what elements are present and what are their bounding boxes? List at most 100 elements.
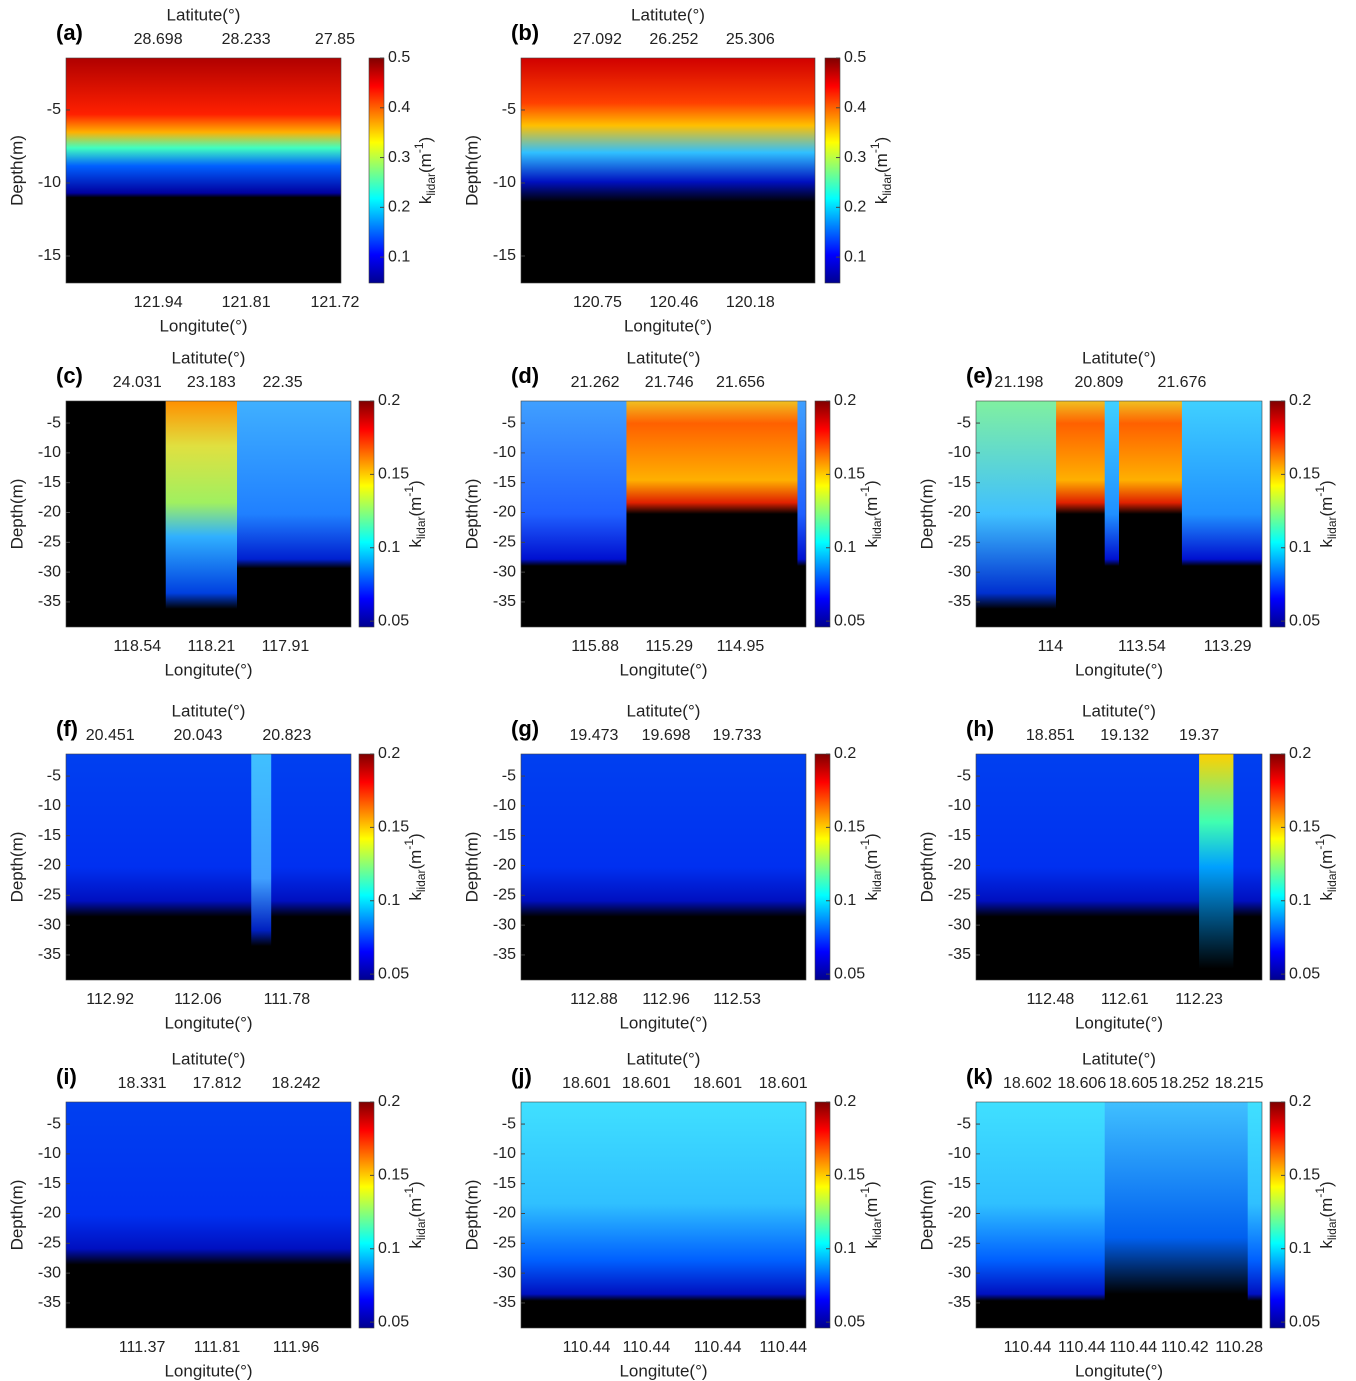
colorbar-label-part: ) (416, 137, 435, 143)
colorbar-tick-label: 0.1 (1289, 539, 1311, 556)
colorbar-label-part: lidar (880, 173, 894, 196)
colorbar-label-part: k (406, 1240, 425, 1249)
colorbar-tick-label: 0.1 (388, 248, 410, 265)
y-tick-label: -15 (493, 1175, 516, 1192)
panel-label: (i) (56, 1064, 77, 1089)
y-tick-label: -5 (957, 1115, 971, 1132)
y-tick-label: -15 (38, 1175, 61, 1192)
y-axis-label: Depth(m) (7, 479, 26, 550)
y-tick-label: -20 (493, 857, 516, 874)
colorbar-label-part: (m (862, 1198, 881, 1218)
top-tick-label: 18.601 (693, 1075, 742, 1092)
y-tick-label: -35 (493, 593, 516, 610)
y-tick-label: -35 (948, 593, 971, 610)
colorbar-label-part: ) (862, 480, 881, 486)
colorbar-label-part: k (1317, 892, 1336, 901)
panel: -5 -10 -15 -20 -25 -30 -35 21.198 20.809 21.676 11… (917, 348, 1339, 679)
panel: -5 -10 -15 -20 -25 -30 -35 18.851 19.132 19.37 112… (917, 701, 1339, 1032)
top-tick-label: 22.35 (263, 374, 303, 391)
y-tick-label: -35 (38, 1294, 61, 1311)
x-tick-label: 121.94 (134, 294, 183, 311)
x-tick-label: 110.44 (1109, 1339, 1157, 1356)
y-tick-label: -30 (493, 563, 516, 580)
colorbar-tick-label: 0.05 (834, 612, 865, 629)
panel-label: (h) (966, 716, 994, 741)
top-tick-label: 18.606 (1057, 1075, 1106, 1092)
colorbar-label: klidar(m-1) (402, 480, 428, 547)
y-axis-label: Depth(m) (7, 135, 26, 206)
panel-label: (e) (966, 363, 993, 388)
x-tick-label: 111.81 (194, 1339, 241, 1356)
colorbar-label-part: lidar (414, 869, 428, 892)
colorbar-tick-label: 0.2 (378, 745, 400, 762)
top-tick-label: 21.262 (571, 374, 620, 391)
colorbar-tick-label: 0.4 (388, 99, 410, 116)
colorbar-tick-label: 0.1 (834, 539, 856, 556)
x-tick-label: 111.78 (264, 991, 311, 1008)
top-tick-label: 21.676 (1157, 374, 1206, 391)
colorbar-tick-label: 0.05 (1289, 1313, 1320, 1330)
x-tick-label: 120.75 (573, 294, 622, 311)
colorbar (358, 753, 375, 981)
colorbar-tick-label: 0.05 (378, 965, 409, 982)
colorbar-label-part: -1 (412, 142, 426, 153)
colorbar-label-part: ) (406, 480, 425, 486)
top-tick-label: 19.698 (642, 727, 691, 744)
y-tick-label: -5 (502, 414, 516, 431)
x-axis-label: Longitute(°) (619, 1013, 707, 1032)
y-axis-label: Depth(m) (7, 1180, 26, 1251)
colorbar-tick-label: 0.5 (388, 49, 410, 66)
y-tick-label: -10 (38, 797, 61, 814)
colorbar-label-part: k (1317, 1240, 1336, 1249)
colorbar-label-part: ) (1317, 480, 1336, 486)
x-tick-label: 121.81 (222, 294, 271, 311)
colorbar-label: klidar(m-1) (1313, 833, 1339, 900)
colorbar-label: klidar(m-1) (1313, 1181, 1339, 1248)
panel: -5 -10 -15 28.698 28.233 27.85 121.94 121.81 121… (7, 5, 438, 335)
x-tick-label: 112.88 (570, 991, 618, 1008)
colorbar-label-part: ) (862, 1181, 881, 1187)
colorbar-label: klidar(m-1) (858, 480, 884, 547)
top-tick-label: 18.215 (1215, 1075, 1264, 1092)
colorbar-label-part: lidar (1325, 516, 1339, 539)
colorbar-tick-label: 0.05 (1289, 965, 1320, 982)
panel: -5 -10 -15 -20 -25 -30 -35 21.262 21.746 21.656 11… (462, 348, 884, 679)
colorbar-tick-label: 0.3 (844, 149, 866, 166)
top-tick-label: 28.233 (222, 31, 271, 48)
y-tick-label: -30 (38, 1264, 61, 1281)
y-tick-label: -35 (38, 946, 61, 963)
top-tick-label: 19.473 (569, 727, 618, 744)
heatmap-field (1056, 401, 1105, 627)
x-tick-label: 110.44 (1058, 1339, 1106, 1356)
panel: -5 -10 -15 -20 -25 -30 -35 18.331 17.812 18.242 11… (7, 1049, 428, 1380)
plot-frame (520, 753, 807, 981)
x-tick-label: 110.44 (563, 1339, 611, 1356)
colorbar-label-part: ) (872, 137, 891, 143)
top-tick-label: 18.601 (562, 1075, 611, 1092)
y-tick-label: -35 (948, 1294, 971, 1311)
colorbar-tick-label: 0.1 (834, 1240, 856, 1257)
colorbar-tick-label: 0.05 (834, 1313, 865, 1330)
y-tick-label: -15 (493, 474, 516, 491)
x-axis-label: Longitute(°) (164, 1013, 252, 1032)
y-tick-label: -20 (38, 504, 61, 521)
colorbar-tick-label: 0.05 (834, 965, 865, 982)
colorbar-label-part: k (406, 539, 425, 548)
colorbar-label-part: (m (872, 153, 891, 173)
y-axis-label: Depth(m) (462, 1180, 481, 1251)
y-tick-label: -10 (38, 444, 61, 461)
colorbar (814, 1101, 831, 1329)
panel-label: (a) (56, 20, 83, 45)
y-tick-label: -30 (493, 916, 516, 933)
top-axis-label: Latitute(°) (627, 701, 701, 720)
colorbar (358, 1101, 375, 1329)
colorbar-tick-label: 0.15 (1289, 466, 1320, 483)
x-axis-label: Longitute(°) (1075, 660, 1163, 679)
y-tick-label: -35 (493, 1294, 516, 1311)
top-tick-label: 18.252 (1160, 1075, 1209, 1092)
plot-frame (65, 1101, 352, 1329)
y-tick-label: -5 (502, 1115, 516, 1132)
colorbar-label: klidar(m-1) (858, 1181, 884, 1248)
top-tick-label: 17.812 (193, 1075, 242, 1092)
